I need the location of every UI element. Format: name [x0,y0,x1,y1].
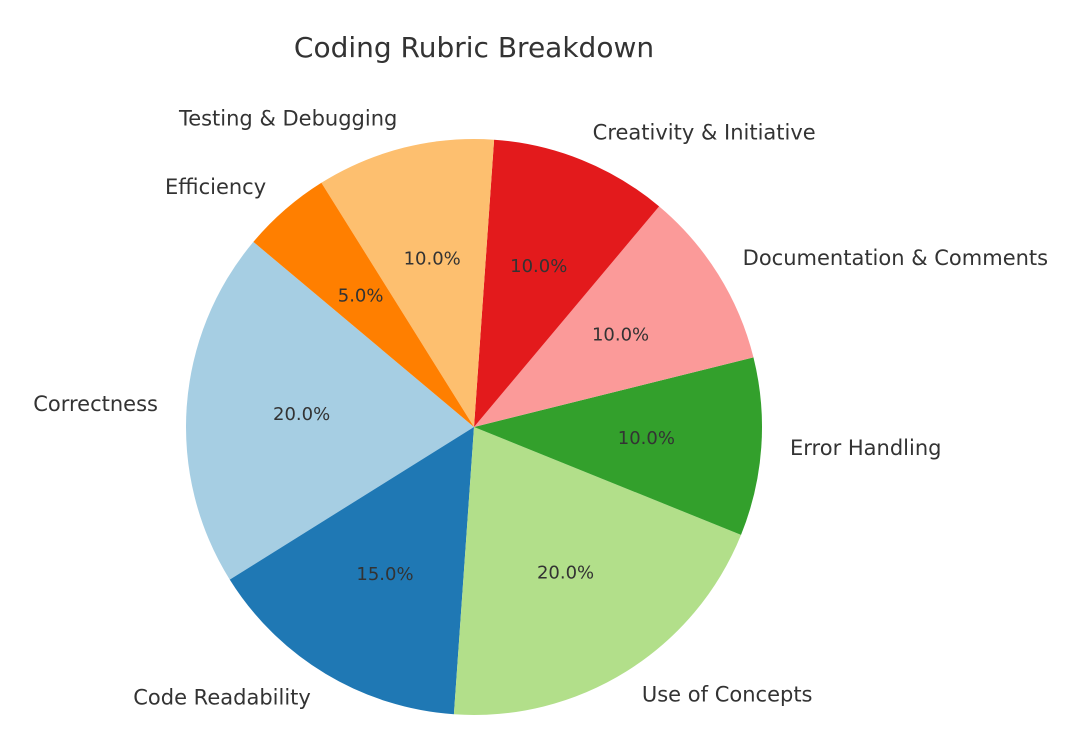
slice-label-documentation-and-comments: Documentation & Comments [743,246,1048,270]
pie-slice-correctness [185,241,474,580]
pie-slice-code-readability [229,427,474,715]
percent-label-use-of-concepts: 20.0% [537,563,594,584]
slice-label-error-handling: Error Handling [790,436,941,460]
slice-label-creativity-and-initiative: Creativity & Initiative [593,120,816,144]
percent-label-efficiency: 5.0% [338,286,384,307]
pie-slice-efficiency [253,182,474,427]
percent-label-code-readability: 15.0% [356,564,413,585]
percent-label-error-handling: 10.0% [618,428,675,449]
percent-label-correctness: 20.0% [273,404,330,425]
pie-slice-documentation-and-comments [474,206,754,427]
percent-label-documentation-and-comments: 10.0% [592,324,649,345]
slice-label-testing-and-debugging: Testing & Debugging [178,107,397,131]
pie-slice-error-handling [474,357,763,535]
pie-slice-testing-and-debugging [321,138,495,427]
pie-slice-creativity-and-initiative [474,139,660,427]
pie-slices [185,138,763,716]
percent-label-testing-and-debugging: 10.0% [404,248,461,269]
slice-label-efficiency: Efficiency [165,175,266,199]
pie-slice-use-of-concepts [453,427,742,716]
pie-labels: Correctness 20.0% Code Readability 15.0% Use… [33,107,1048,710]
slice-label-use-of-concepts: Use of Concepts [642,683,813,707]
percent-label-creativity-and-initiative: 10.0% [510,256,567,277]
slice-label-correctness: Correctness [33,392,158,416]
slice-label-code-readability: Code Readability [133,686,311,710]
chart-title: Coding Rubric Breakdown [294,31,654,64]
